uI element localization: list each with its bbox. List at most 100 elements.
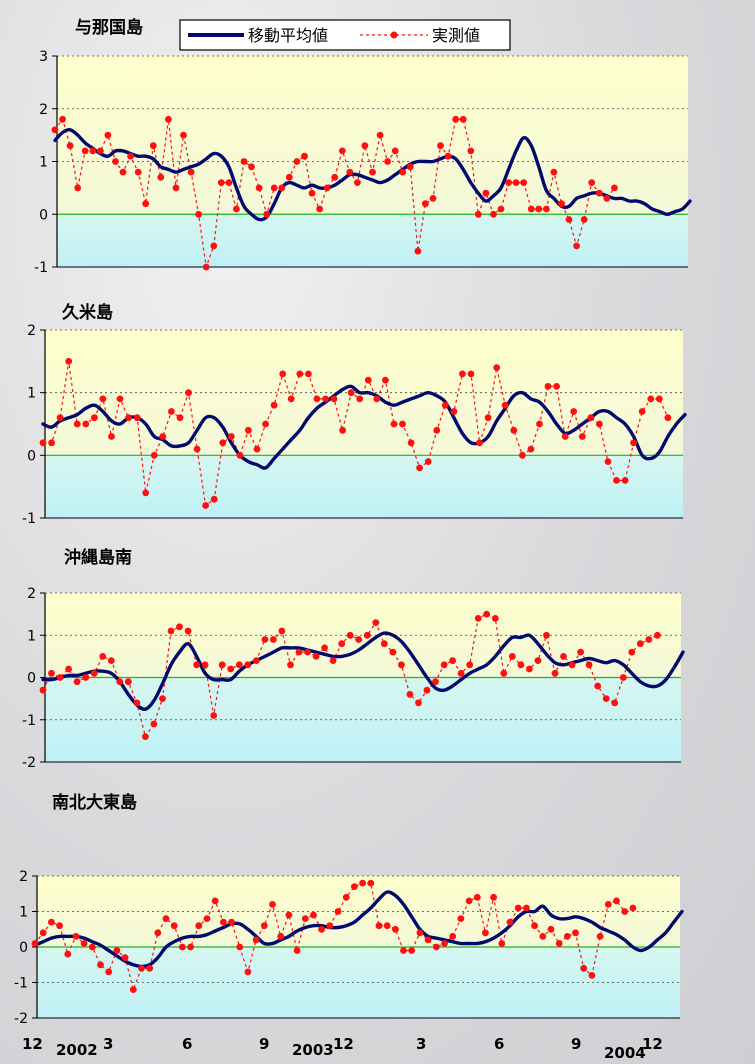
measured-point <box>334 908 342 915</box>
measured-point <box>39 929 47 937</box>
measured-point <box>482 929 489 937</box>
measured-point <box>429 195 437 202</box>
y-tick-label: 3 <box>39 49 48 65</box>
measured-point <box>382 376 389 384</box>
measured-point <box>56 414 64 422</box>
measured-point <box>133 414 141 422</box>
measured-point <box>48 669 55 677</box>
panel-title-okinawa-south: 沖縄島南 <box>64 547 132 568</box>
measured-point <box>125 414 132 422</box>
x-tick-label: 6 <box>182 1035 192 1053</box>
measured-point <box>203 915 211 922</box>
measured-point <box>99 653 107 660</box>
x-year-label: 2003 <box>292 1041 334 1059</box>
measured-point <box>293 158 301 165</box>
measured-point <box>240 158 248 165</box>
legend-measured-marker <box>390 31 398 39</box>
measured-point <box>287 661 294 669</box>
measured-point <box>72 933 80 940</box>
x-tick-label: 9 <box>259 1035 269 1053</box>
measured-point <box>437 142 444 150</box>
measured-point <box>74 184 82 192</box>
measured-point <box>449 657 456 664</box>
panel-title-kume: 久米島 <box>62 302 113 323</box>
measured-point <box>544 383 552 390</box>
measured-point <box>244 661 252 669</box>
measured-point <box>65 665 72 673</box>
measured-point <box>553 383 560 390</box>
measured-point <box>500 669 508 677</box>
measured-point <box>465 897 473 905</box>
measured-point <box>127 152 134 160</box>
measured-point <box>305 370 312 378</box>
measured-point <box>97 147 104 155</box>
measured-point <box>364 376 372 384</box>
measured-point <box>422 200 429 208</box>
measured-point <box>248 163 255 171</box>
measured-point <box>73 420 81 428</box>
measured-point <box>602 695 610 702</box>
measured-point <box>580 964 588 972</box>
measured-point <box>39 439 47 447</box>
measured-point <box>295 648 303 656</box>
y-tick-label: 1 <box>27 628 36 644</box>
legend-moving-average-label: 移動平均値 <box>248 26 328 45</box>
measured-point <box>112 158 119 165</box>
measured-point <box>172 184 180 192</box>
measured-point <box>384 158 391 165</box>
measured-point <box>329 657 337 664</box>
measured-point <box>356 395 364 403</box>
y-tick-label: 2 <box>39 102 48 118</box>
measured-point <box>380 640 388 648</box>
measured-point <box>318 925 325 933</box>
measured-point <box>104 131 112 139</box>
measured-point <box>193 661 201 669</box>
measured-point <box>236 943 244 951</box>
y-tick-label: 1 <box>27 386 36 402</box>
measured-point <box>346 168 354 176</box>
measured-point <box>498 940 506 947</box>
measured-point <box>621 477 629 484</box>
measured-point <box>39 686 47 694</box>
measured-point <box>467 147 475 155</box>
measured-point <box>252 657 260 664</box>
legend: 移動平均値 実測値 <box>179 19 511 51</box>
measured-point <box>629 904 637 912</box>
measured-point <box>218 661 226 669</box>
y-tick-label: -1 <box>22 511 36 527</box>
measured-point <box>484 414 492 422</box>
measured-point <box>415 699 422 707</box>
x-tick-label: 12 <box>22 1035 43 1053</box>
measured-point <box>577 648 584 656</box>
measured-point <box>210 242 218 250</box>
measured-point <box>457 669 465 677</box>
measured-point <box>270 636 277 643</box>
measured-point <box>444 152 452 160</box>
measured-point <box>611 699 619 707</box>
measured-point <box>73 678 81 686</box>
measured-point <box>355 636 363 643</box>
measured-point <box>613 477 620 484</box>
measured-point <box>322 395 329 403</box>
measured-point <box>228 918 236 926</box>
measured-point <box>457 915 465 922</box>
measured-point <box>594 682 602 690</box>
measured-point <box>508 653 516 660</box>
measured-point <box>88 943 96 951</box>
measured-point <box>165 115 172 123</box>
measured-point <box>476 439 483 447</box>
measured-point <box>255 184 263 192</box>
measured-point <box>440 661 448 669</box>
measured-point <box>467 370 475 378</box>
measured-point <box>664 414 672 422</box>
x-tick-label: 6 <box>494 1035 504 1053</box>
measured-point <box>441 401 449 409</box>
measured-point <box>406 691 414 698</box>
measured-point <box>176 414 184 422</box>
measured-point <box>611 184 618 192</box>
measured-point <box>321 644 328 652</box>
measured-point <box>570 408 578 415</box>
measured-point <box>124 678 132 686</box>
measured-point <box>56 922 63 930</box>
measured-point <box>150 720 158 728</box>
